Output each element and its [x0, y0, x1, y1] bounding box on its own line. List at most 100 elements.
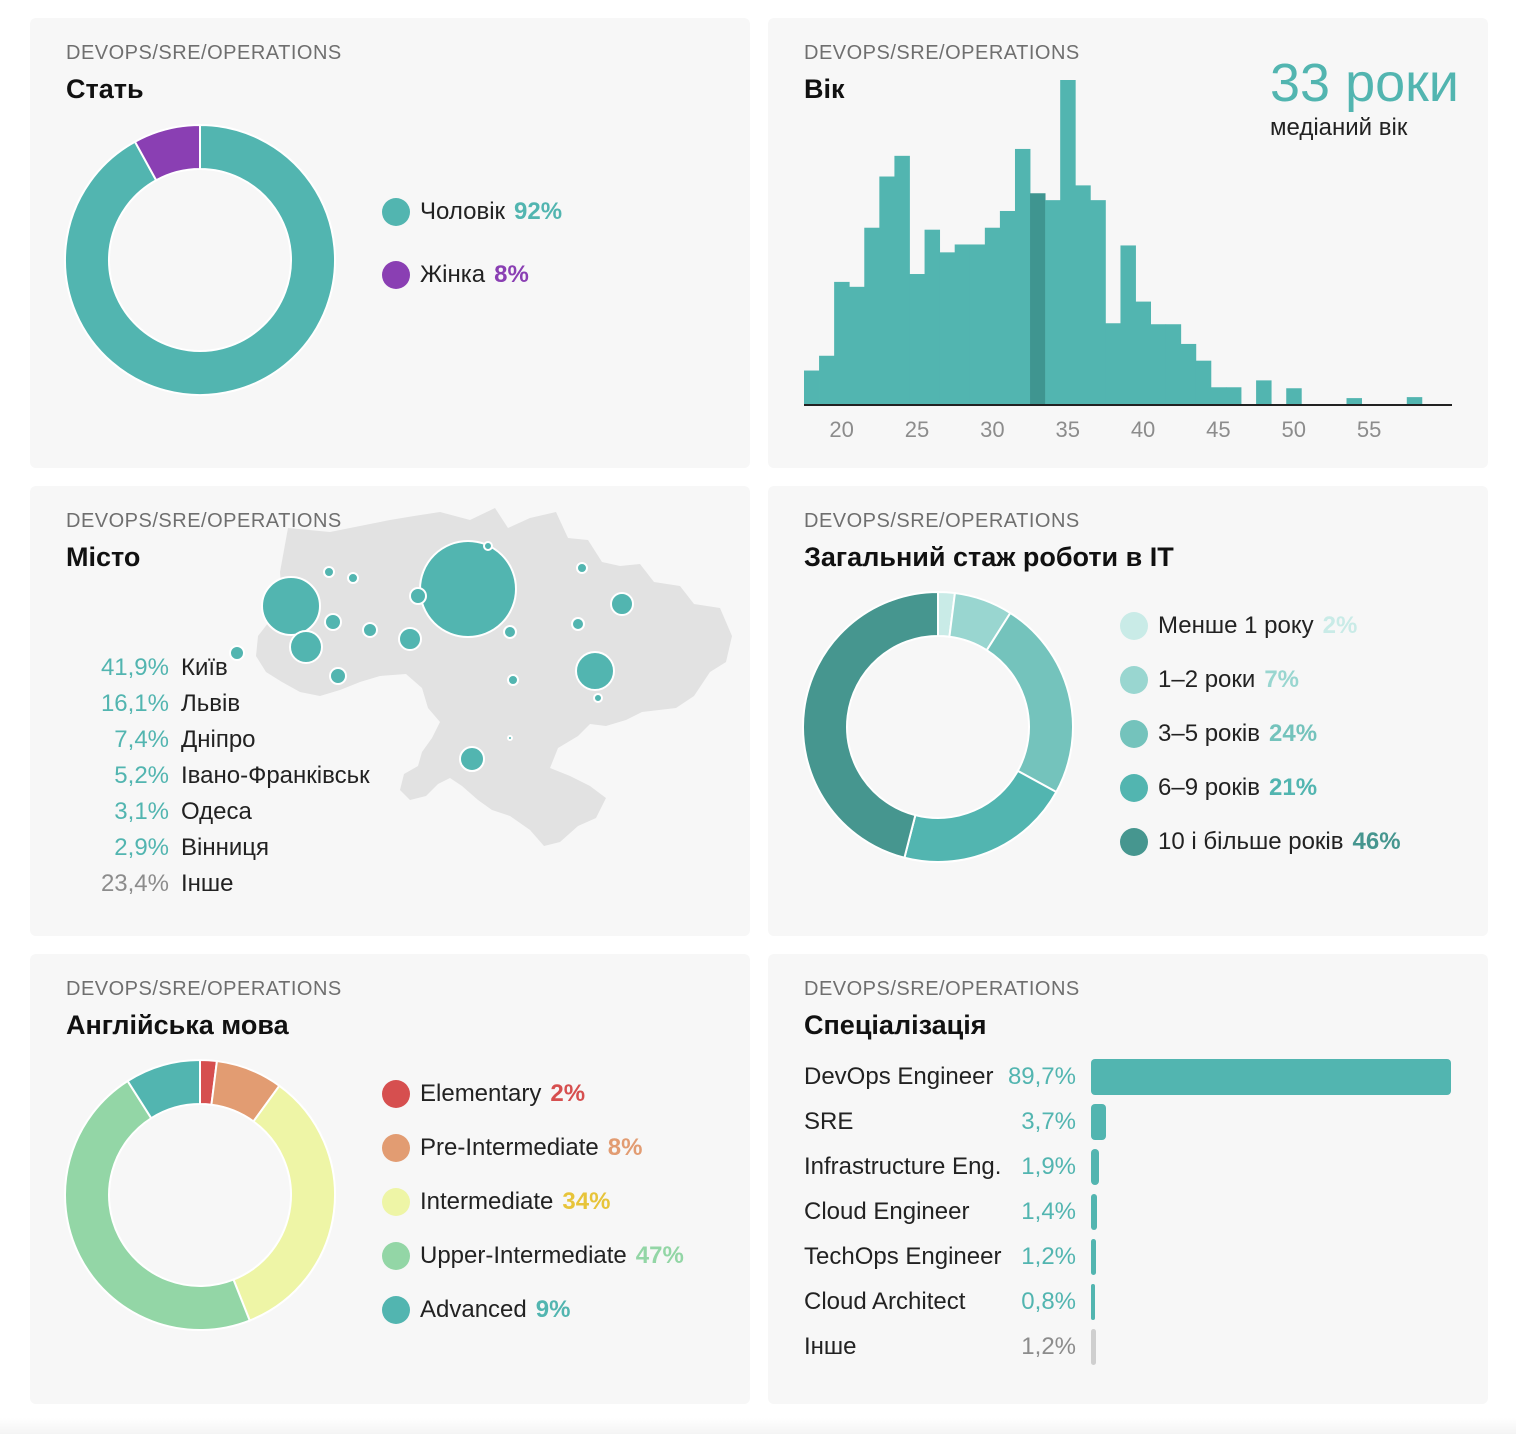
- experience-donut: [802, 590, 1074, 863]
- city-name: Вінниця: [181, 834, 269, 861]
- city-bubble: [503, 625, 517, 639]
- legend-value: 2%: [1322, 612, 1358, 639]
- city-bubble: [261, 576, 321, 636]
- city-name: Інше: [181, 870, 234, 897]
- experience-card: DEVOPS/SRE/OPERATIONS Загальний стаж роб…: [768, 486, 1488, 936]
- city-name: Львів: [181, 690, 241, 717]
- histogram-bar: [1135, 301, 1152, 405]
- city-bubble: [324, 613, 342, 631]
- histogram-bar: [834, 281, 850, 405]
- legend-swatch: [1120, 612, 1148, 640]
- legend-swatch: [1120, 720, 1148, 748]
- city-pct: 23,4%: [100, 870, 169, 897]
- histogram-bar: [1210, 387, 1227, 405]
- legend-value: 2%: [550, 1080, 586, 1107]
- legend-swatch: [382, 1080, 410, 1108]
- histogram-bar: [1150, 324, 1167, 405]
- experience-subtitle: DEVOPS/SRE/OPERATIONS: [804, 510, 1080, 532]
- legend-swatch: [1120, 828, 1148, 856]
- ukraine-map-shape: [256, 508, 732, 846]
- median-age-label: медіаний вік: [1270, 114, 1408, 141]
- city-card: DEVOPS/SRE/OPERATIONS Місто 41,9% Київ 16,…: [30, 486, 750, 936]
- gender-card: DEVOPS/SRE/OPERATIONS Стать Чоловік 92% Жі…: [30, 18, 750, 468]
- specialization-name: Cloud Engineer: [804, 1198, 970, 1225]
- experience-slice: [985, 611, 1074, 794]
- specialization-name: Infrastructure Eng.: [804, 1153, 1002, 1180]
- specialization-row: Cloud Engineer 1,4%: [804, 1194, 1488, 1230]
- city-bubble: [419, 540, 517, 638]
- city-name: Івано-Франківськ: [181, 762, 370, 789]
- histogram-bar: [969, 244, 986, 405]
- ukraine-map: [229, 508, 732, 846]
- histogram-bar: [849, 286, 865, 405]
- city-bubble: [576, 562, 588, 574]
- histogram-bar: [1256, 380, 1272, 405]
- histogram-bar: [1105, 323, 1121, 405]
- x-tick-label: 50: [1282, 417, 1306, 442]
- legend-value: 21%: [1269, 774, 1318, 801]
- x-tick-label: 25: [905, 417, 929, 442]
- histogram-bar: [1286, 388, 1302, 405]
- city-bubble: [289, 630, 323, 664]
- specialization-row: DevOps Engineer 89,7%: [804, 1059, 1488, 1095]
- age-histogram: 20 25 30 35 40 45 50 55: [804, 80, 1452, 442]
- legend-label: Жінка: [420, 261, 486, 288]
- histogram-bar: [1346, 398, 1362, 405]
- city-pct: 16,1%: [100, 690, 169, 717]
- legend-item: 1–2 роки 7%: [1120, 666, 1299, 694]
- legend-item: Upper-Intermediate 47%: [382, 1242, 684, 1270]
- english-subtitle: DEVOPS/SRE/OPERATIONS: [66, 978, 342, 1000]
- legend-item: Elementary 2%: [382, 1080, 585, 1108]
- specialization-card: DEVOPS/SRE/OPERATIONS Спеціалізація DevO…: [768, 954, 1488, 1404]
- histogram-bar: [984, 227, 1001, 405]
- specialization-name: Cloud Architect: [804, 1288, 966, 1315]
- specialization-name: DevOps Engineer: [804, 1063, 994, 1090]
- specialization-row: TechOps Engineer 1,2%: [804, 1239, 1488, 1275]
- specialization-bar: [1091, 1194, 1097, 1230]
- age-title: Вік: [804, 74, 845, 104]
- histogram-bar: [1075, 185, 1091, 405]
- histogram-bar: [894, 155, 910, 405]
- city-bubble: [610, 592, 634, 616]
- histogram-bar: [879, 176, 895, 405]
- legend-label: 1–2 роки: [1158, 666, 1256, 693]
- gender-title: Стать: [66, 74, 144, 104]
- specialization-row: Cloud Architect 0,8%: [804, 1284, 1488, 1320]
- city-row: 7,4% Дніпро: [78, 726, 255, 754]
- gender-slice: [133, 123, 201, 182]
- age-subtitle: DEVOPS/SRE/OPERATIONS: [804, 42, 1080, 64]
- english-title: Англійська мова: [66, 1010, 289, 1040]
- legend-label: Менше 1 року: [1158, 612, 1314, 639]
- histogram-bar: [954, 244, 971, 405]
- legend-value: 8%: [607, 1134, 643, 1161]
- histogram-bar: [1060, 80, 1076, 405]
- city-bubble: [571, 617, 585, 631]
- city-bubble: [507, 735, 513, 741]
- specialization-pct: 89,7%: [1007, 1063, 1076, 1090]
- city-row: 23,4% Інше: [78, 870, 234, 898]
- city-bubble: [459, 746, 485, 772]
- english-donut: [64, 1058, 336, 1331]
- histogram-bar: [999, 210, 1016, 405]
- legend-value: 92%: [514, 198, 563, 225]
- legend-swatch: [382, 1242, 410, 1270]
- specialization-bar: [1091, 1059, 1451, 1095]
- histogram-bar: [924, 229, 941, 405]
- legend-value: 8%: [494, 261, 529, 288]
- legend-swatch: [382, 198, 410, 226]
- legend-label: Чоловік: [420, 198, 506, 225]
- histogram-bar: [1090, 200, 1106, 405]
- legend-label: Elementary: [420, 1080, 542, 1107]
- city-bubble: [398, 627, 422, 651]
- city-bubble: [329, 667, 347, 685]
- city-bubble: [409, 587, 427, 605]
- histogram-bar: [819, 355, 835, 405]
- legend-item: Чоловік 92%: [382, 198, 562, 226]
- legend-swatch: [382, 261, 410, 289]
- city-subtitle: DEVOPS/SRE/OPERATIONS: [66, 510, 342, 532]
- legend-item: 3–5 років 24%: [1120, 720, 1317, 748]
- city-bubble: [593, 693, 603, 703]
- legend-value: 46%: [1352, 828, 1401, 855]
- histogram-bar: [1045, 200, 1061, 405]
- legend-value: 47%: [635, 1242, 684, 1269]
